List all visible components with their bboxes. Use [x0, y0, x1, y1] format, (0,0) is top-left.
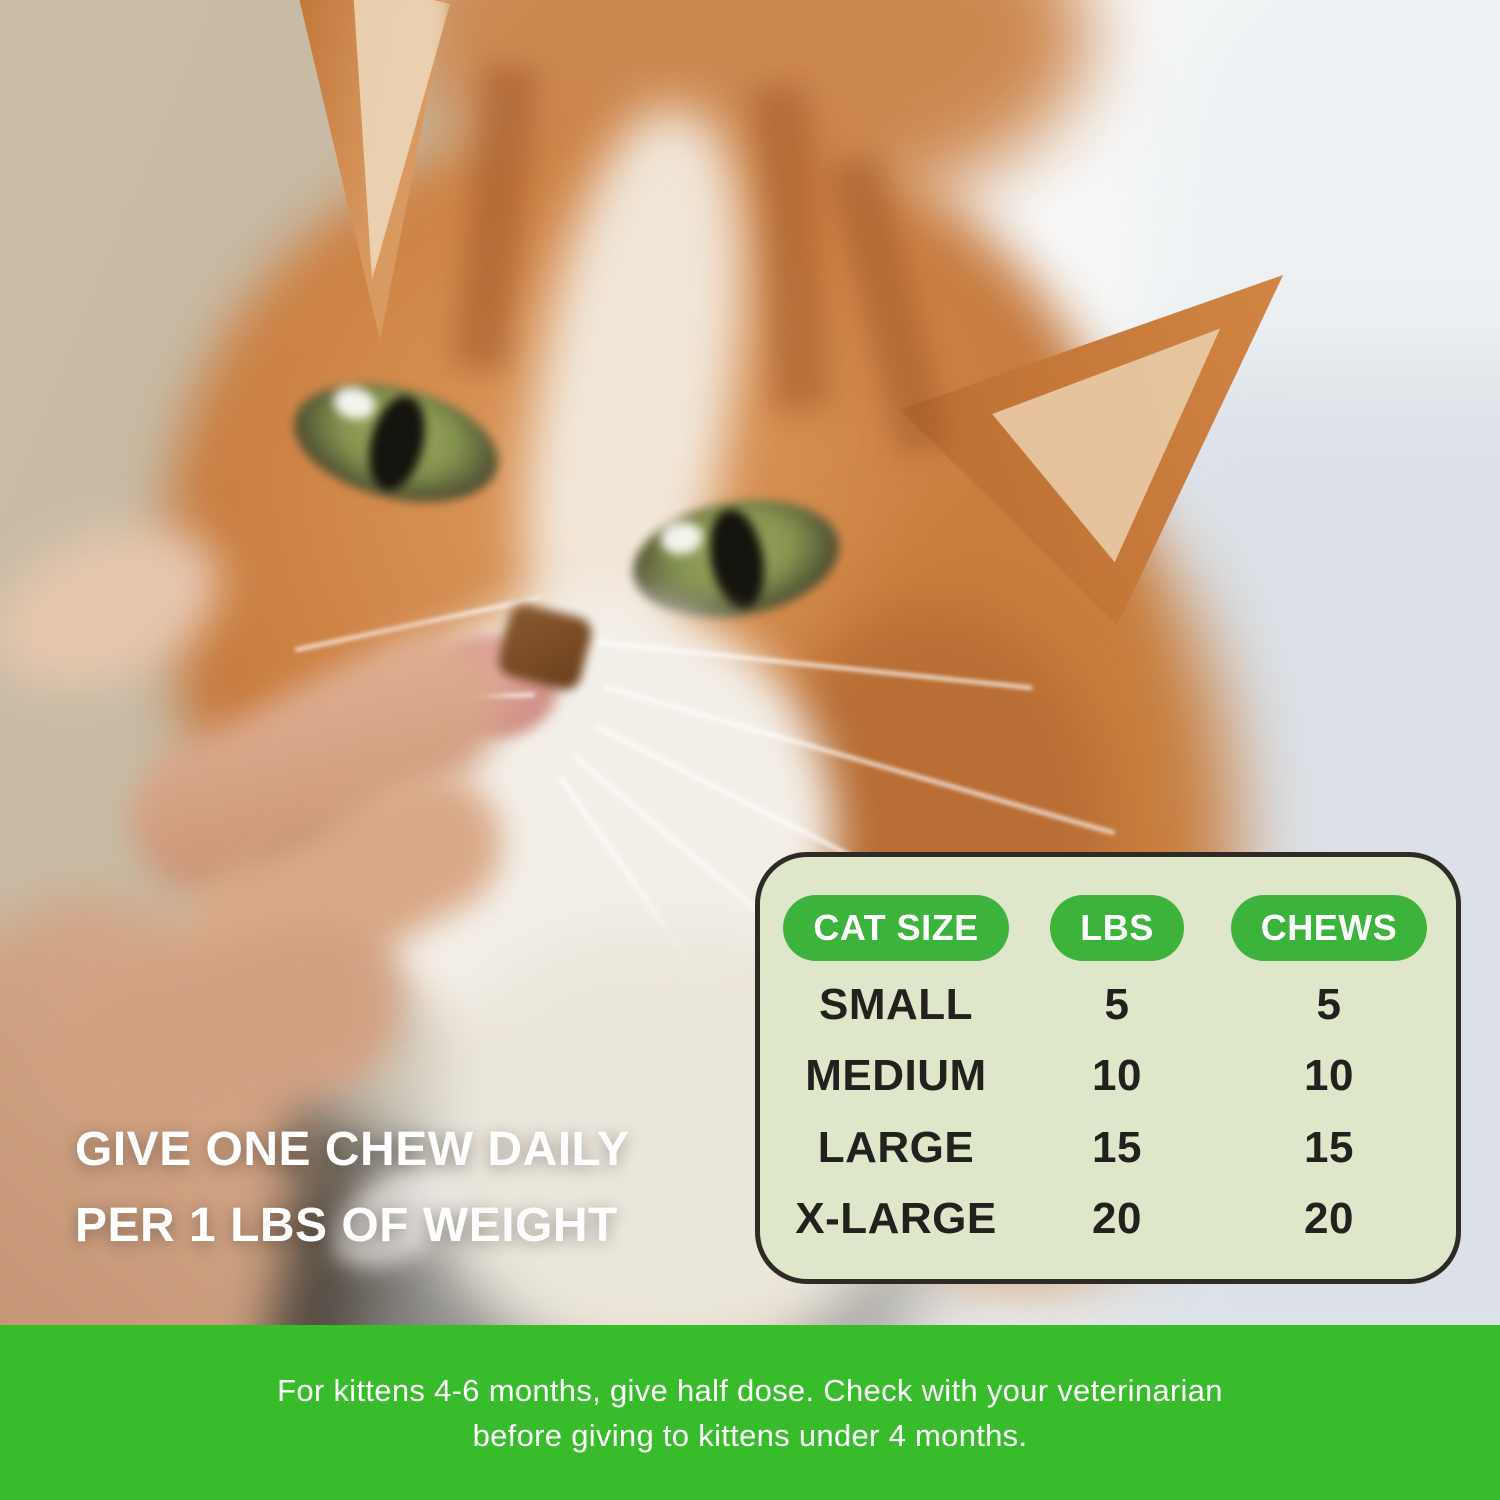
- cat-pupil: [702, 504, 772, 613]
- footer-note-line2: before giving to kittens under 4 months.: [472, 1417, 1028, 1453]
- footer-banner: For kittens 4-6 months, give half dose. …: [0, 1325, 1500, 1500]
- chews-cell: 5: [1316, 979, 1342, 1029]
- table-row: LARGE 15 15: [760, 1123, 1456, 1173]
- table-header-lbs: LBS: [1050, 895, 1184, 961]
- cat-size-cell: X-LARGE: [795, 1194, 997, 1244]
- footer-note-line1: For kittens 4-6 months, give half dose. …: [277, 1372, 1223, 1408]
- table-body: SMALL 5 5 MEDIUM 10 10 LARGE 15 15 X-LAR…: [760, 969, 1456, 1255]
- cat-size-cell: SMALL: [818, 979, 974, 1029]
- dosage-table-card: CAT SIZE LBS CHEWS SMALL 5 5 MEDIUM 10 1…: [755, 852, 1461, 1284]
- cat-size-cell: LARGE: [817, 1122, 975, 1172]
- chews-cell: 10: [1304, 1051, 1354, 1101]
- headline-line2: PER 1 LBS OF WEIGHT: [75, 1199, 618, 1252]
- lbs-cell: 20: [1092, 1194, 1142, 1244]
- headline-line1: GIVE ONE CHEW DAILY: [75, 1123, 630, 1176]
- table-row: SMALL 5 5: [760, 980, 1456, 1030]
- chews-cell: 15: [1304, 1122, 1354, 1172]
- eye-glint: [330, 383, 379, 424]
- chews-cell: 20: [1304, 1194, 1354, 1244]
- lbs-cell: 15: [1092, 1122, 1142, 1172]
- lbs-cell: 10: [1092, 1051, 1142, 1101]
- cat-size-cell: MEDIUM: [805, 1051, 987, 1101]
- table-row: X-LARGE 20 20: [760, 1194, 1456, 1244]
- table-header-cat-size: CAT SIZE: [783, 895, 1009, 961]
- lbs-cell: 5: [1104, 979, 1130, 1029]
- table-row: MEDIUM 10 10: [760, 1051, 1456, 1101]
- table-header-chews: CHEWS: [1230, 895, 1428, 961]
- headline: GIVE ONE CHEW DAILY PER 1 LBS OF WEIGHT: [75, 1112, 629, 1264]
- table-header-row: CAT SIZE LBS CHEWS: [760, 895, 1456, 961]
- eye-glint: [658, 519, 705, 558]
